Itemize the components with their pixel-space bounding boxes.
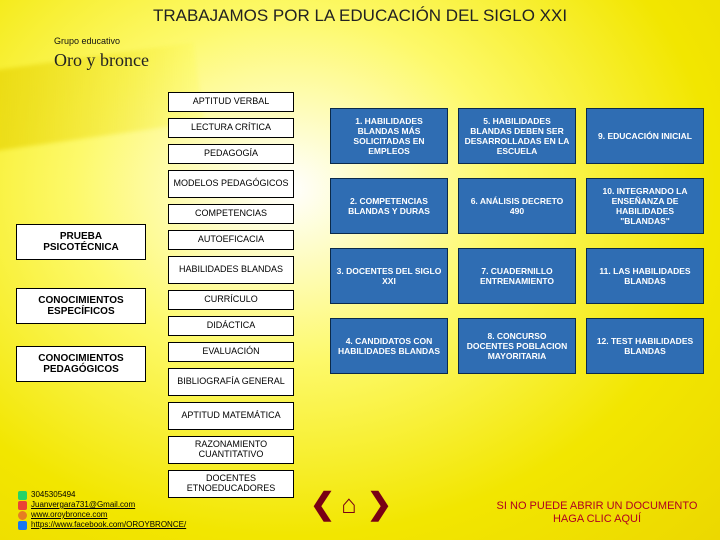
home-button[interactable]: ⌂ (341, 489, 357, 520)
gmail-icon (18, 501, 27, 510)
topic-button-0[interactable]: APTITUD VERBAL (168, 92, 294, 112)
section-button-0[interactable]: PRUEBA PSICOTÉCNICA (16, 224, 146, 260)
topic-button-8[interactable]: DIDÁCTICA (168, 316, 294, 336)
subtitle: Grupo educativo (54, 36, 120, 46)
resource-tile-4[interactable]: 6. ANÁLISIS DECRETO 490 (458, 178, 576, 234)
resource-tile-8[interactable]: 11. LAS HABILIDADES BLANDAS (586, 248, 704, 304)
topic-button-4[interactable]: COMPETENCIAS (168, 204, 294, 224)
nav-arrows: ❮ ⌂ ❯ (310, 489, 388, 520)
resource-tile-2[interactable]: 9. EDUCACIÓN INICIAL (586, 108, 704, 164)
resources-grid: 1. HABILIDADES BLANDAS MÁS SOLICITADAS E… (330, 108, 702, 374)
topic-button-7[interactable]: CURRÍCULO (168, 290, 294, 310)
resource-tile-1[interactable]: 5. HABILIDADES BLANDAS DEBEN SER DESARRO… (458, 108, 576, 164)
resource-tile-3[interactable]: 2. COMPETENCIAS BLANDAS Y DURAS (330, 178, 448, 234)
contacts: 3045305494 Juanvergara731@Gmail.com www.… (18, 490, 186, 530)
topic-button-11[interactable]: APTITUD MATEMÁTICA (168, 402, 294, 430)
web-icon (18, 511, 27, 520)
topic-button-3[interactable]: MODELOS PEDAGÓGICOS (168, 170, 294, 198)
resource-tile-11[interactable]: 12. TEST HABILIDADES BLANDAS (586, 318, 704, 374)
topic-button-5[interactable]: AUTOEFICACIA (168, 230, 294, 250)
resource-tile-9[interactable]: 4. CANDIDATOS CON HABILIDADES BLANDAS (330, 318, 448, 374)
topic-button-10[interactable]: BIBLIOGRAFÍA GENERAL (168, 368, 294, 396)
contact-phone: 3045305494 (31, 490, 76, 500)
resource-tile-7[interactable]: 7. CUADERNILLO ENTRENAMIENTO (458, 248, 576, 304)
topic-button-13[interactable]: DOCENTES ETNOEDUCADORES (168, 470, 294, 498)
topic-button-6[interactable]: HABILIDADES BLANDAS (168, 256, 294, 284)
next-button[interactable]: ❯ (367, 490, 388, 520)
contact-facebook[interactable]: https://www.facebook.com/OROYBRONCE/ (31, 520, 186, 530)
contact-email[interactable]: Juanvergara731@Gmail.com (31, 500, 135, 510)
resource-tile-0[interactable]: 1. HABILIDADES BLANDAS MÁS SOLICITADAS E… (330, 108, 448, 164)
topic-button-9[interactable]: EVALUACIÓN (168, 342, 294, 362)
prev-button[interactable]: ❮ (310, 490, 331, 520)
topic-column: APTITUD VERBAL LECTURA CRÍTICA PEDAGOGÍA MO… (168, 92, 294, 504)
page-title: TRABAJAMOS POR LA EDUCACIÓN DEL SIGLO XX… (0, 6, 720, 26)
contact-web[interactable]: www.oroybronce.com (31, 510, 107, 520)
resource-tile-6[interactable]: 3. DOCENTES DEL SIGLO XXI (330, 248, 448, 304)
topic-button-12[interactable]: RAZONAMIENTO CUANTITATIVO (168, 436, 294, 464)
section-button-2[interactable]: CONOCIMIENTOS PEDAGÓGICOS (16, 346, 146, 382)
topic-button-1[interactable]: LECTURA CRÍTICA (168, 118, 294, 138)
resource-tile-10[interactable]: 8. CONCURSO DOCENTES POBLACION MAYORITAR… (458, 318, 576, 374)
facebook-icon (18, 521, 27, 530)
topic-button-2[interactable]: PEDAGOGÍA (168, 144, 294, 164)
section-button-1[interactable]: CONOCIMIENTOS ESPECÍFICOS (16, 288, 146, 324)
resource-tile-5[interactable]: 10. INTEGRANDO LA ENSEÑANZA DE HABILIDAD… (586, 178, 704, 234)
whatsapp-icon (18, 491, 27, 500)
brand: Oro y bronce (54, 50, 149, 71)
help-link[interactable]: SI NO PUEDE ABRIR UN DOCUMENTO HAGA CLIC… (492, 500, 702, 526)
